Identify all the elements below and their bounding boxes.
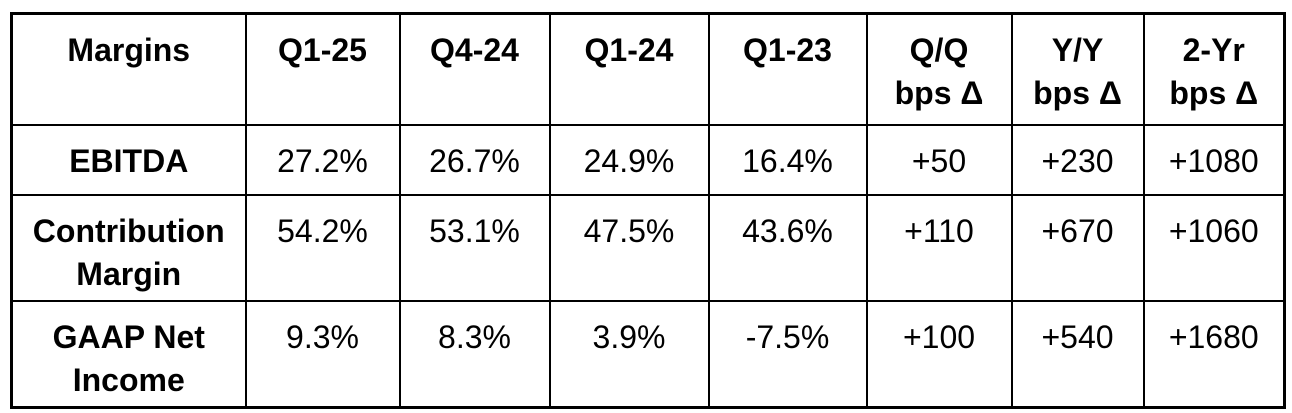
- cell-contribution-q1-24: 47.5%: [548, 193, 710, 302]
- cell-ebitda-qq-bps: +50: [865, 123, 1013, 196]
- cell-ebitda-q4-24: 26.7%: [398, 123, 551, 196]
- header-cell-yy-bps: Y/Y bps Δ: [1010, 12, 1145, 126]
- header-cell-q1-24: Q1-24: [548, 12, 710, 126]
- header-cell-margins: Margins: [10, 12, 247, 126]
- cell-ebitda-yy-bps: +230: [1010, 123, 1145, 196]
- margins-table-container: Margins Q1-25 Q4-24 Q1-24 Q1-23 Q/Q bps …: [10, 12, 1286, 410]
- header-cell-q1-23: Q1-23: [707, 12, 868, 126]
- cell-contribution-2yr-bps: +1060: [1142, 193, 1286, 302]
- margins-table: Margins Q1-25 Q4-24 Q1-24 Q1-23 Q/Q bps …: [10, 12, 1286, 410]
- cell-gaap-qq-bps: +100: [865, 299, 1013, 409]
- header-row: Margins Q1-25 Q4-24 Q1-24 Q1-23 Q/Q bps …: [10, 12, 1286, 126]
- cell-gaap-yy-bps: +540: [1010, 299, 1145, 409]
- cell-gaap-q4-24: 8.3%: [398, 299, 551, 409]
- cell-ebitda-q1-25: 27.2%: [244, 123, 401, 196]
- table-row-contribution-margin: Contribution Margin 54.2% 53.1% 47.5% 43…: [10, 193, 1286, 302]
- cell-contribution-yy-bps: +670: [1010, 193, 1145, 302]
- row-label-gaap-net-income: GAAP Net Income: [10, 299, 247, 409]
- table-row-ebitda: EBITDA 27.2% 26.7% 24.9% 16.4% +50 +230 …: [10, 123, 1286, 196]
- cell-ebitda-q1-23: 16.4%: [707, 123, 868, 196]
- table-row-gaap-net-income: GAAP Net Income 9.3% 8.3% 3.9% -7.5% +10…: [10, 299, 1286, 409]
- cell-gaap-2yr-bps: +1680: [1142, 299, 1286, 409]
- row-label-contribution-margin: Contribution Margin: [10, 193, 247, 302]
- cell-gaap-q1-24: 3.9%: [548, 299, 710, 409]
- header-cell-q1-25: Q1-25: [244, 12, 401, 126]
- cell-gaap-q1-23: -7.5%: [707, 299, 868, 409]
- header-cell-q4-24: Q4-24: [398, 12, 551, 126]
- cell-contribution-q4-24: 53.1%: [398, 193, 551, 302]
- cell-ebitda-2yr-bps: +1080: [1142, 123, 1286, 196]
- cell-ebitda-q1-24: 24.9%: [548, 123, 710, 196]
- cell-gaap-q1-25: 9.3%: [244, 299, 401, 409]
- header-cell-2yr-bps: 2-Yr bps Δ: [1142, 12, 1286, 126]
- row-label-ebitda: EBITDA: [10, 123, 247, 196]
- cell-contribution-q1-23: 43.6%: [707, 193, 868, 302]
- cell-contribution-q1-25: 54.2%: [244, 193, 401, 302]
- cell-contribution-qq-bps: +110: [865, 193, 1013, 302]
- header-cell-qq-bps: Q/Q bps Δ: [865, 12, 1013, 126]
